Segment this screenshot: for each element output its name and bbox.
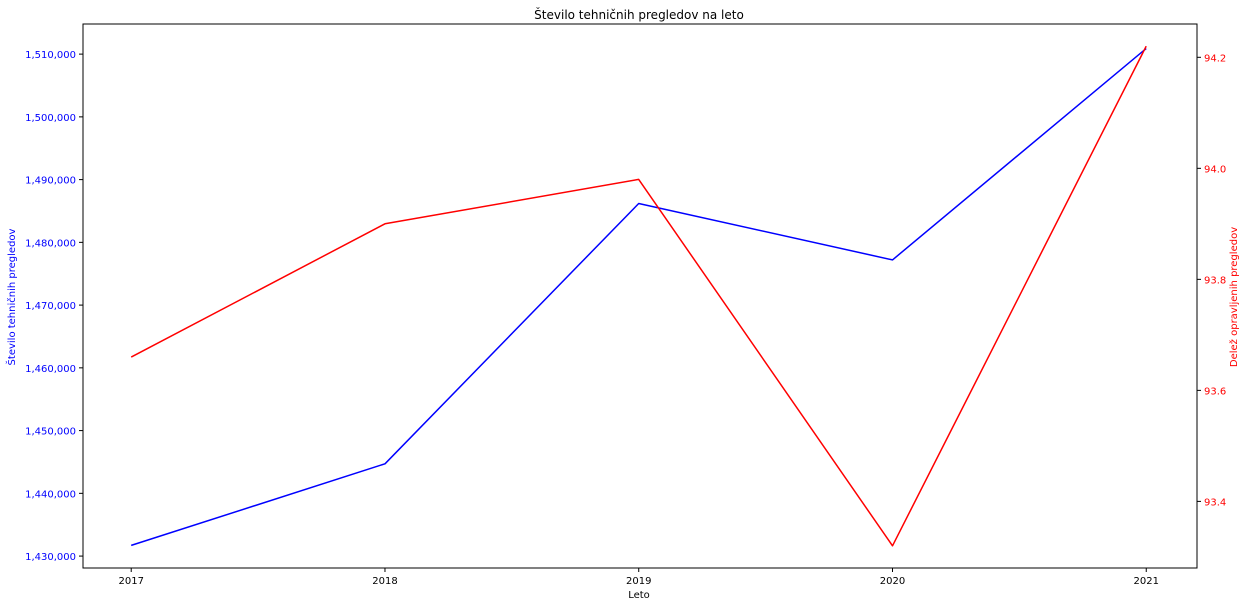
right-y-tick-label-3: 94.0 bbox=[1204, 164, 1226, 175]
left-y-tick-label-0: 1,430,000 bbox=[25, 552, 76, 563]
plot-area: 2017 2018 2019 2020 2021 1,430,000 1,440,000 1,… bbox=[25, 23, 1226, 587]
x-tick-label-2020: 2020 bbox=[880, 576, 905, 587]
x-tick-label-2021: 2021 bbox=[1134, 576, 1159, 587]
x-tick-label-2019: 2019 bbox=[626, 576, 651, 587]
left-y-tick-label-1: 1,440,000 bbox=[25, 489, 76, 500]
left-y-tick-label-7: 1,500,000 bbox=[25, 113, 76, 124]
series-line-left-axis bbox=[130, 47, 1147, 547]
plot-frame bbox=[82, 23, 1198, 569]
right-y-tick-label-1: 93.6 bbox=[1204, 386, 1226, 397]
x-axis-label: Leto bbox=[628, 590, 650, 601]
chart-title: Število tehničnih pregledov na leto bbox=[534, 7, 744, 22]
left-y-tick-label-2: 1,450,000 bbox=[25, 427, 76, 438]
right-y-tick-label-2: 93.8 bbox=[1204, 275, 1226, 286]
left-y-tick-label-4: 1,470,000 bbox=[25, 301, 76, 312]
x-tick-label-2017: 2017 bbox=[118, 576, 143, 587]
left-y-tick-label-5: 1,480,000 bbox=[25, 238, 76, 249]
left-y-tick-label-8: 1,510,000 bbox=[25, 50, 76, 61]
series-line-right-axis bbox=[130, 45, 1147, 547]
y-axis-label-left: Število tehničnih pregledov bbox=[5, 228, 18, 365]
right-y-tick-label-0: 93.4 bbox=[1204, 497, 1226, 508]
y-axis-label-right: Delež opravljenih pregledov bbox=[1228, 227, 1240, 367]
left-y-tick-label-3: 1,460,000 bbox=[25, 364, 76, 375]
left-y-tick-label-6: 1,490,000 bbox=[25, 176, 76, 187]
right-y-tick-label-4: 94.2 bbox=[1204, 53, 1226, 64]
x-tick-label-2018: 2018 bbox=[372, 576, 397, 587]
